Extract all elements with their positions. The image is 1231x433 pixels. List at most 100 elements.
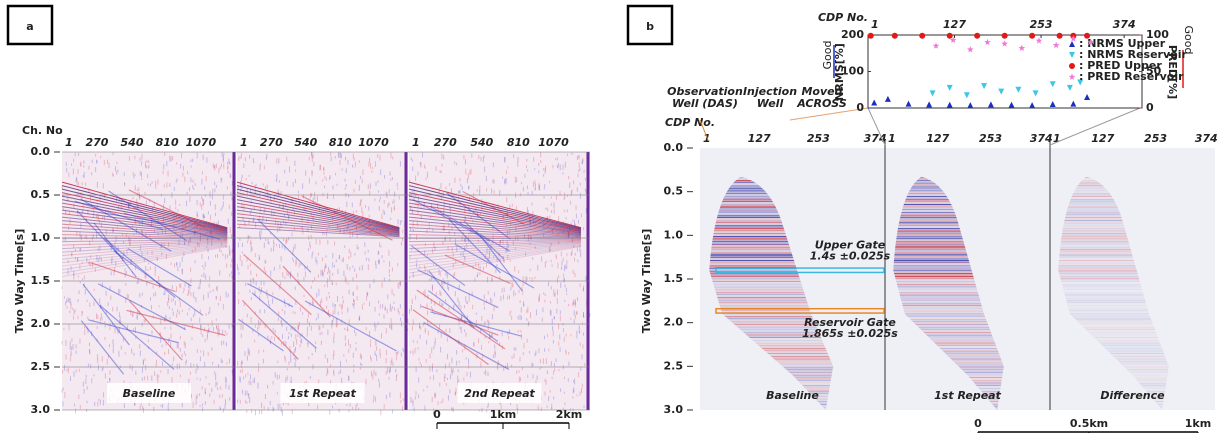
point: [891, 32, 898, 39]
event: [428, 270, 475, 329]
x-tick-label: 1070: [186, 136, 217, 149]
gate: [715, 307, 885, 314]
event: [128, 300, 183, 361]
event: [429, 205, 511, 252]
event: [61, 206, 228, 234]
event: [257, 218, 312, 273]
point: [905, 100, 912, 107]
event: [61, 234, 228, 239]
y-tick-label: 1.0: [664, 228, 684, 241]
x-tick-label: 810: [156, 136, 179, 149]
good-left: Good: [821, 41, 834, 70]
event: [408, 227, 582, 238]
event: [61, 230, 228, 238]
gate-name: Reservoir Gate: [804, 316, 896, 329]
event: [61, 185, 228, 229]
event: [408, 239, 582, 243]
event: [446, 192, 511, 240]
event: [304, 300, 397, 352]
y-tick-label: 2.5: [664, 359, 684, 372]
event: [408, 209, 582, 234]
y2-tick-label: 50: [1146, 65, 1162, 78]
y-tick-label: 0.5: [664, 185, 684, 198]
y-tick-label: 200: [841, 28, 864, 41]
seismic-image: [700, 148, 885, 410]
x-axis-title: Ch. No: [22, 124, 63, 137]
event: [408, 244, 582, 267]
x-axis-title: CDP No.: [665, 116, 715, 129]
scale-label: 1km: [490, 408, 516, 421]
gate-range: 1.865s ±0.025s: [802, 327, 898, 340]
legend-label: : NRMS Reservoir: [1079, 48, 1187, 61]
event: [61, 216, 228, 236]
event: [61, 246, 228, 278]
x-tick-label: 540: [294, 136, 317, 149]
annotation: Well (DAS): [672, 97, 738, 110]
event: [408, 223, 582, 237]
event: [108, 190, 188, 242]
event: [408, 239, 582, 246]
point: [926, 101, 933, 108]
event: [113, 250, 204, 316]
scale-label: 2km: [556, 408, 582, 421]
x-tick-label: 270: [434, 136, 457, 149]
event: [408, 188, 582, 230]
seismic-image: [236, 152, 409, 416]
event: [444, 254, 511, 285]
y-tick-label: 2.0: [31, 317, 51, 330]
event: [236, 216, 400, 236]
x-tick-label: 1: [888, 132, 896, 145]
seismic-image: [61, 152, 236, 414]
event: [408, 220, 582, 236]
x-tick-label: 127: [748, 132, 771, 145]
event: [423, 322, 510, 370]
event: [448, 219, 501, 274]
point: [1029, 102, 1036, 109]
zoom-line: [867, 107, 886, 146]
legend-label: : PRED Upper: [1079, 59, 1162, 72]
point: [987, 101, 994, 108]
point: [1001, 32, 1008, 39]
point: [963, 92, 970, 99]
event: [408, 195, 582, 231]
x-tick-label: 1: [1053, 132, 1061, 145]
event: [61, 209, 228, 234]
event: [61, 181, 228, 229]
point: [1032, 90, 1039, 97]
event: [408, 240, 582, 250]
point: [867, 32, 874, 39]
point: [1070, 100, 1077, 107]
point: [1049, 100, 1056, 107]
event: [97, 283, 186, 331]
x-tick-label: 374: [864, 132, 887, 145]
x-tick-label: 1: [871, 18, 879, 31]
section-label: Baseline: [766, 389, 819, 402]
seismic-image: [1050, 148, 1215, 410]
annotation: Well: [757, 97, 784, 110]
event: [61, 202, 228, 233]
point: [1015, 86, 1022, 93]
event: [61, 241, 228, 257]
legend-marker: [1069, 63, 1075, 69]
x-tick-label: 1: [412, 136, 420, 149]
event: [462, 190, 525, 225]
good-right: Good: [1182, 26, 1195, 55]
event: [61, 227, 228, 238]
event: [236, 199, 400, 232]
event: [128, 189, 206, 229]
event: [88, 319, 179, 344]
y-tick-label: 100: [841, 65, 864, 78]
x-tick-label: 810: [507, 136, 530, 149]
x-tick-label: 1: [240, 136, 248, 149]
x-tick-label: 374: [1113, 18, 1136, 31]
point: [871, 99, 878, 106]
event: [408, 192, 582, 231]
event: [236, 192, 400, 231]
event: [99, 304, 175, 370]
section-label-bg: [280, 383, 365, 403]
y-tick-label: 2.0: [664, 316, 684, 329]
y-tick-label: 1.0: [31, 231, 51, 244]
event: [236, 188, 400, 230]
panel-label-box: [6, 4, 54, 46]
y2-axis-title: PRED[%]: [1166, 45, 1179, 99]
